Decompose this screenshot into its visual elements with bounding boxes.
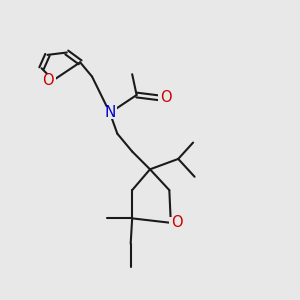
Text: O: O — [172, 215, 183, 230]
Text: N: N — [104, 105, 116, 120]
Bar — [102, 107, 117, 119]
Text: O: O — [42, 73, 53, 88]
Text: O: O — [160, 91, 172, 106]
Bar — [39, 74, 56, 86]
Bar — [169, 217, 185, 229]
Bar — [158, 92, 175, 104]
